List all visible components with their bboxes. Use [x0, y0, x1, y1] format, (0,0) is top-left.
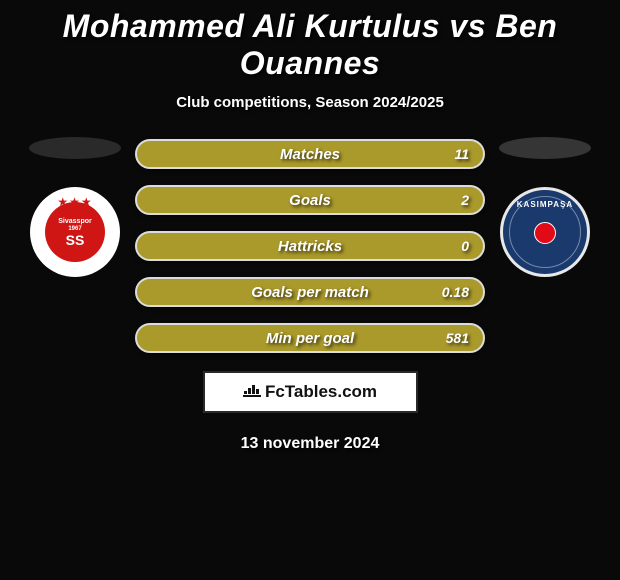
right-team-badge: KASIMPAŞA	[500, 187, 590, 277]
infographic-container: Mohammed Ali Kurtulus vs Ben Ouannes Clu…	[0, 0, 620, 475]
page-title: Mohammed Ali Kurtulus vs Ben Ouannes	[0, 0, 620, 86]
left-badge-inner: Sivasspor 1967 SS	[45, 202, 105, 262]
stat-value: 581	[446, 330, 469, 346]
stat-label: Goals	[137, 192, 483, 209]
date-text: 13 november 2024	[0, 413, 620, 475]
right-team-column: KASIMPAŞA	[495, 129, 595, 277]
left-team-badge: ★★★ Sivasspor 1967 SS	[30, 187, 120, 277]
page-subtitle: Club competitions, Season 2024/2025	[0, 86, 620, 129]
stat-value: 0	[461, 238, 469, 254]
stat-value: 11	[454, 146, 469, 162]
brand-box: FcTables.com	[203, 371, 418, 413]
right-badge-text: KASIMPAŞA	[503, 200, 587, 209]
stat-label: Goals per match	[137, 284, 483, 301]
stat-bar-mpg: Min per goal 581	[135, 323, 485, 353]
left-team-column: ★★★ Sivasspor 1967 SS	[25, 129, 125, 277]
turkish-flag-icon	[534, 222, 556, 244]
brand-text: FcTables.com	[265, 382, 377, 402]
stat-bar-matches: Matches 11	[135, 139, 485, 169]
stat-value: 0.18	[442, 284, 469, 300]
right-ellipse	[499, 137, 591, 159]
stat-bar-hattricks: Hattricks 0	[135, 231, 485, 261]
stats-area: ★★★ Sivasspor 1967 SS Matches 11 Goals 2	[0, 129, 620, 353]
left-ellipse	[29, 137, 121, 159]
left-badge-text: Sivasspor 1967 SS	[58, 218, 91, 247]
stat-bar-gpm: Goals per match 0.18	[135, 277, 485, 307]
stat-bar-goals: Goals 2	[135, 185, 485, 215]
stat-value: 2	[461, 192, 469, 208]
stats-column: Matches 11 Goals 2 Hattricks 0 Goals per…	[135, 129, 485, 353]
chart-icon	[243, 383, 261, 402]
stat-label: Matches	[137, 146, 483, 163]
stat-label: Min per goal	[137, 330, 483, 347]
stat-label: Hattricks	[137, 238, 483, 255]
